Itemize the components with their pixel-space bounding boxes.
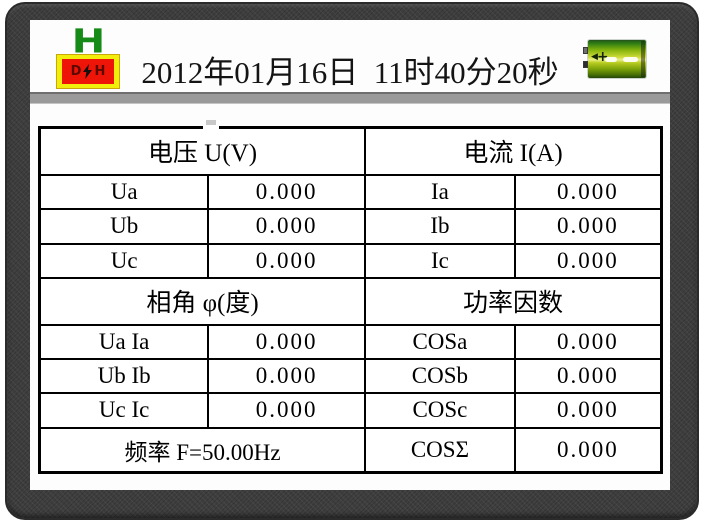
- cos-sigma-value: 0.000: [513, 426, 663, 474]
- current-ic-value: 0.000: [513, 242, 663, 279]
- cosc-value: 0.000: [513, 392, 663, 429]
- voltage-ub-label: Ub: [38, 208, 210, 245]
- section-header-row: 相角 φ(度) 功率因数: [38, 276, 663, 326]
- phase-ucic-label: Uc Ic: [38, 392, 210, 429]
- header-separator-bar: [30, 92, 670, 104]
- voltage-uc-label: Uc: [38, 242, 210, 279]
- table-row: 频率 F=50.00Hz COSΣ 0.000: [38, 426, 663, 474]
- battery-icon: ◀+: [583, 40, 646, 78]
- measurement-table-wrap: 电压 U(V) 电流 I(A) Ua 0.000 Ia 0.000 Ub 0.0…: [38, 120, 663, 474]
- brand-logo-letter: H: [71, 22, 105, 61]
- table-row: Uc Ic 0.000 COSc 0.000: [38, 392, 663, 429]
- current-section-header: 电流 I(A): [364, 126, 663, 176]
- phase-uaia-label: Ua Ia: [38, 323, 210, 360]
- brand-logo: H D H: [56, 25, 120, 89]
- table-row: Ua 0.000 Ia 0.000: [38, 173, 663, 211]
- measurement-table: 电压 U(V) 电流 I(A) Ua 0.000 Ia 0.000 Ub 0.0…: [38, 126, 663, 474]
- phase-ubib-value: 0.000: [207, 357, 367, 395]
- brand-logo-right-letter: H: [94, 64, 106, 79]
- power-factor-section-header: 功率因数: [364, 276, 663, 326]
- section-header-row: 电压 U(V) 电流 I(A): [38, 126, 663, 176]
- brand-logo-box-inner: D H: [62, 59, 114, 84]
- battery-cap: [641, 41, 645, 77]
- phase-section-header: 相角 φ(度): [38, 276, 367, 326]
- voltage-ua-label: Ua: [38, 173, 210, 211]
- battery-terminal-nub: [583, 47, 588, 54]
- table-row: Ub 0.000 Ib 0.000: [38, 208, 663, 245]
- battery-arrow-icon: ◀: [591, 52, 598, 62]
- phase-uaia-value: 0.000: [207, 323, 367, 360]
- current-ic-label: Ic: [364, 242, 516, 279]
- phase-ubib-label: Ub Ib: [38, 357, 210, 395]
- cosa-label: COSa: [364, 323, 516, 360]
- battery-shine: [623, 57, 638, 62]
- battery-plus-sign: +: [596, 49, 609, 65]
- brand-logo-box: D H: [56, 54, 120, 89]
- current-ia-value: 0.000: [513, 173, 663, 211]
- voltage-ua-value: 0.000: [207, 173, 367, 211]
- datetime-display: 2012年01月16日 11时40分20秒: [141, 55, 559, 90]
- cosb-value: 0.000: [513, 357, 663, 395]
- voltage-ub-value: 0.000: [207, 208, 367, 245]
- table-row: Ua Ia 0.000 COSa 0.000: [38, 323, 663, 360]
- brand-logo-left-letter: D: [70, 64, 82, 79]
- cos-sigma-label: COSΣ: [364, 426, 516, 474]
- border-artifact-tick: [206, 120, 216, 125]
- cosa-value: 0.000: [513, 323, 663, 360]
- voltage-section-header: 电压 U(V): [38, 126, 367, 176]
- voltage-uc-value: 0.000: [207, 242, 367, 279]
- phase-ucic-value: 0.000: [207, 392, 367, 429]
- current-ib-label: Ib: [364, 208, 516, 245]
- table-row: Ub Ib 0.000 COSb 0.000: [38, 357, 663, 395]
- battery-shine: [605, 57, 617, 62]
- border-artifact-notch: [203, 125, 219, 130]
- table-row: Uc 0.000 Ic 0.000: [38, 242, 663, 279]
- frequency-cell: 频率 F=50.00Hz: [38, 426, 367, 474]
- current-ia-label: Ia: [364, 173, 516, 211]
- cosc-label: COSc: [364, 392, 516, 429]
- battery-terminal-nub: [583, 61, 588, 68]
- device-screen: H D H 2012年01月16日 11时40分20秒 ◀+: [30, 20, 670, 490]
- lightning-bolt-icon: [83, 64, 93, 79]
- current-ib-value: 0.000: [513, 208, 663, 245]
- cosb-label: COSb: [364, 357, 516, 395]
- battery-charge-symbol: ◀+: [591, 49, 609, 65]
